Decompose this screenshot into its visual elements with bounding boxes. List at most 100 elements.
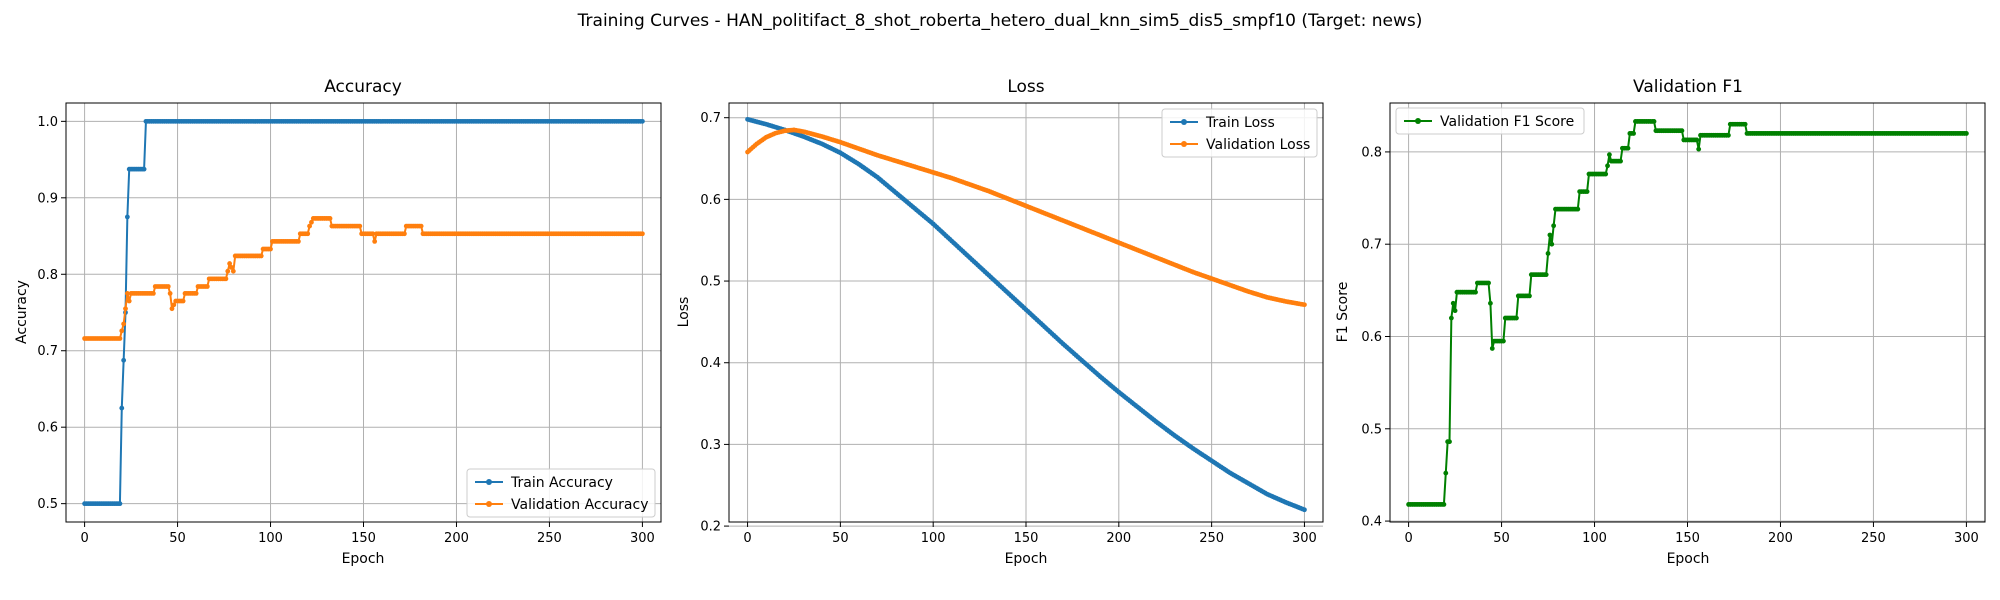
accuracy-xtick-label-300: 300 bbox=[630, 531, 655, 546]
series-point-validation-accuracy bbox=[223, 276, 229, 282]
series-point-validation-accuracy bbox=[370, 231, 376, 237]
series-point-validation-f1-score bbox=[1651, 119, 1657, 124]
series-point-validation-f1-score bbox=[1441, 502, 1447, 507]
loss-ytick-label-5: 0.7 bbox=[700, 111, 721, 126]
accuracy-legend: Train Accuracy Validation Accuracy bbox=[466, 468, 656, 518]
f1-ylabel: F1 Score bbox=[1335, 282, 1351, 343]
f1-xtick-label-200: 200 bbox=[1768, 531, 1793, 546]
legend-label-train-accuracy: Train Accuracy bbox=[510, 475, 613, 491]
series-point-validation-accuracy bbox=[640, 231, 645, 237]
loss-xtick-label-50: 50 bbox=[832, 531, 849, 546]
series-point-validation-f1-score bbox=[1489, 346, 1495, 351]
series-point-validation-f1-score bbox=[1527, 293, 1532, 299]
series-point-validation-f1-score bbox=[1625, 145, 1631, 151]
f1-ytick-label-4: 0.8 bbox=[1361, 145, 1382, 160]
series-point-validation-accuracy bbox=[372, 238, 378, 244]
f1-xlabel: Epoch bbox=[1667, 551, 1710, 567]
series-point-validation-accuracy bbox=[357, 223, 363, 229]
series-train-accuracy bbox=[82, 118, 645, 507]
f1-grid bbox=[1390, 103, 1985, 522]
loss-xtick-label-300: 300 bbox=[1292, 531, 1317, 546]
series-point-validation-f1-score bbox=[1696, 146, 1702, 152]
series-point-validation-f1-score bbox=[1443, 470, 1449, 476]
series-point-validation-accuracy bbox=[307, 223, 312, 229]
series-point-validation-f1-score bbox=[1551, 223, 1557, 229]
accuracy-xtick-label-150: 150 bbox=[351, 531, 376, 546]
accuracy-xtick-label-200: 200 bbox=[444, 531, 469, 546]
series-validation-accuracy bbox=[82, 216, 645, 341]
legend-swatch-marker-validation-loss bbox=[1181, 141, 1187, 147]
series-point-validation-f1-score bbox=[1726, 132, 1731, 138]
series-point-validation-accuracy bbox=[204, 284, 210, 289]
accuracy-ylabel: Accuracy bbox=[14, 280, 30, 344]
series-point-validation-f1-score bbox=[1448, 315, 1454, 321]
f1-xtick-label-150: 150 bbox=[1675, 531, 1700, 546]
loss-legend-box bbox=[1161, 108, 1318, 158]
loss-xlabel: Epoch bbox=[1005, 551, 1048, 567]
series-point-validation-accuracy bbox=[258, 253, 264, 259]
loss-ytick-label-4: 0.6 bbox=[700, 193, 721, 208]
loss-axes-frame bbox=[728, 102, 1324, 523]
series-point-validation-f1-score bbox=[1452, 308, 1458, 314]
series-point-validation-accuracy bbox=[402, 231, 407, 237]
series-point-train-accuracy bbox=[121, 357, 127, 363]
loss-ytick-label-3: 0.5 bbox=[700, 275, 721, 290]
series-point-validation-f1-score bbox=[1694, 137, 1700, 143]
series-point-validation-f1-score bbox=[1514, 315, 1519, 321]
legend-swatch-marker-train-loss bbox=[1181, 119, 1187, 125]
accuracy-legend-box bbox=[466, 468, 656, 518]
series-point-validation-f1-score bbox=[1631, 131, 1636, 136]
validation-f1-panel: Validation F1 Epoch F1 Score 0 50 100 150 20… bbox=[1335, 77, 1986, 567]
legend-label-validation-f1-score: Validation F1 Score bbox=[1440, 114, 1574, 130]
series-point-validation-f1-score bbox=[1501, 338, 1506, 344]
series-point-validation-f1-score bbox=[1679, 128, 1685, 134]
series-point-validation-accuracy bbox=[121, 321, 127, 327]
series-point-validation-f1-score bbox=[1488, 300, 1493, 306]
f1-ytick-label-3: 0.7 bbox=[1361, 238, 1382, 253]
accuracy-panel: Accuracy Epoch Accuracy 0 50 100 150 200 250 3… bbox=[14, 77, 662, 567]
series-point-validation-accuracy bbox=[268, 246, 273, 252]
series-point-validation-f1-score bbox=[1543, 272, 1549, 278]
legend-swatch-marker-validation-f1-score bbox=[1415, 118, 1421, 124]
series-point-validation-f1-score bbox=[1742, 121, 1748, 127]
series-point-validation-accuracy bbox=[180, 298, 186, 304]
loss-ytick-label-0: 0.2 bbox=[700, 520, 721, 535]
series-point-train-accuracy bbox=[117, 501, 123, 507]
f1-legend-box bbox=[1395, 107, 1585, 135]
f1-xtick-label-300: 300 bbox=[1954, 531, 1979, 546]
accuracy-ytick-label-2: 0.7 bbox=[37, 344, 58, 359]
series-validation-loss bbox=[745, 127, 1307, 308]
f1-title: Validation F1 bbox=[1633, 77, 1743, 97]
f1-ytick-label-2: 0.6 bbox=[1361, 330, 1382, 345]
series-point-validation-accuracy bbox=[193, 290, 199, 296]
series-point-validation-f1-score bbox=[1584, 189, 1590, 195]
loss-ytick-label-1: 0.3 bbox=[700, 438, 721, 453]
loss-panel: Loss Epoch Loss 0 50 100 150 200 250 300 0.2 0.3… bbox=[676, 77, 1324, 567]
legend-swatch-marker-validation-accuracy bbox=[486, 501, 492, 507]
accuracy-xtick-label-100: 100 bbox=[258, 531, 283, 546]
loss-xtick-label-100: 100 bbox=[921, 531, 946, 546]
series-point-validation-f1-score bbox=[1549, 241, 1555, 247]
series-validation-f1-score bbox=[1406, 119, 1969, 507]
series-point-validation-f1-score bbox=[1545, 251, 1551, 256]
series-point-validation-accuracy bbox=[126, 298, 132, 304]
accuracy-ytick-label-0: 0.5 bbox=[37, 497, 58, 512]
series-point-validation-accuracy bbox=[296, 238, 301, 244]
loss-grid bbox=[729, 103, 1323, 527]
series-point-validation-f1-score bbox=[1607, 152, 1612, 158]
series-point-validation-accuracy bbox=[230, 268, 236, 274]
series-point-validation-accuracy bbox=[171, 302, 177, 308]
series-line-train-accuracy bbox=[84, 120, 643, 505]
series-point-validation-f1-score bbox=[1447, 439, 1452, 445]
accuracy-xlabel: Epoch bbox=[342, 551, 385, 567]
series-point-validation-accuracy bbox=[117, 336, 123, 341]
accuracy-ytick-label-4: 0.9 bbox=[37, 191, 58, 206]
series-point-validation-f1-score bbox=[1605, 163, 1610, 169]
accuracy-ytick-label-5: 1.0 bbox=[37, 115, 58, 130]
f1-xtick-label-100: 100 bbox=[1582, 531, 1607, 546]
series-point-validation-accuracy bbox=[418, 223, 424, 229]
series-point-validation-accuracy bbox=[165, 284, 171, 289]
accuracy-xtick-label-250: 250 bbox=[537, 531, 562, 546]
series-point-validation-accuracy bbox=[150, 290, 156, 296]
series-point-validation-f1-score bbox=[1575, 206, 1581, 212]
